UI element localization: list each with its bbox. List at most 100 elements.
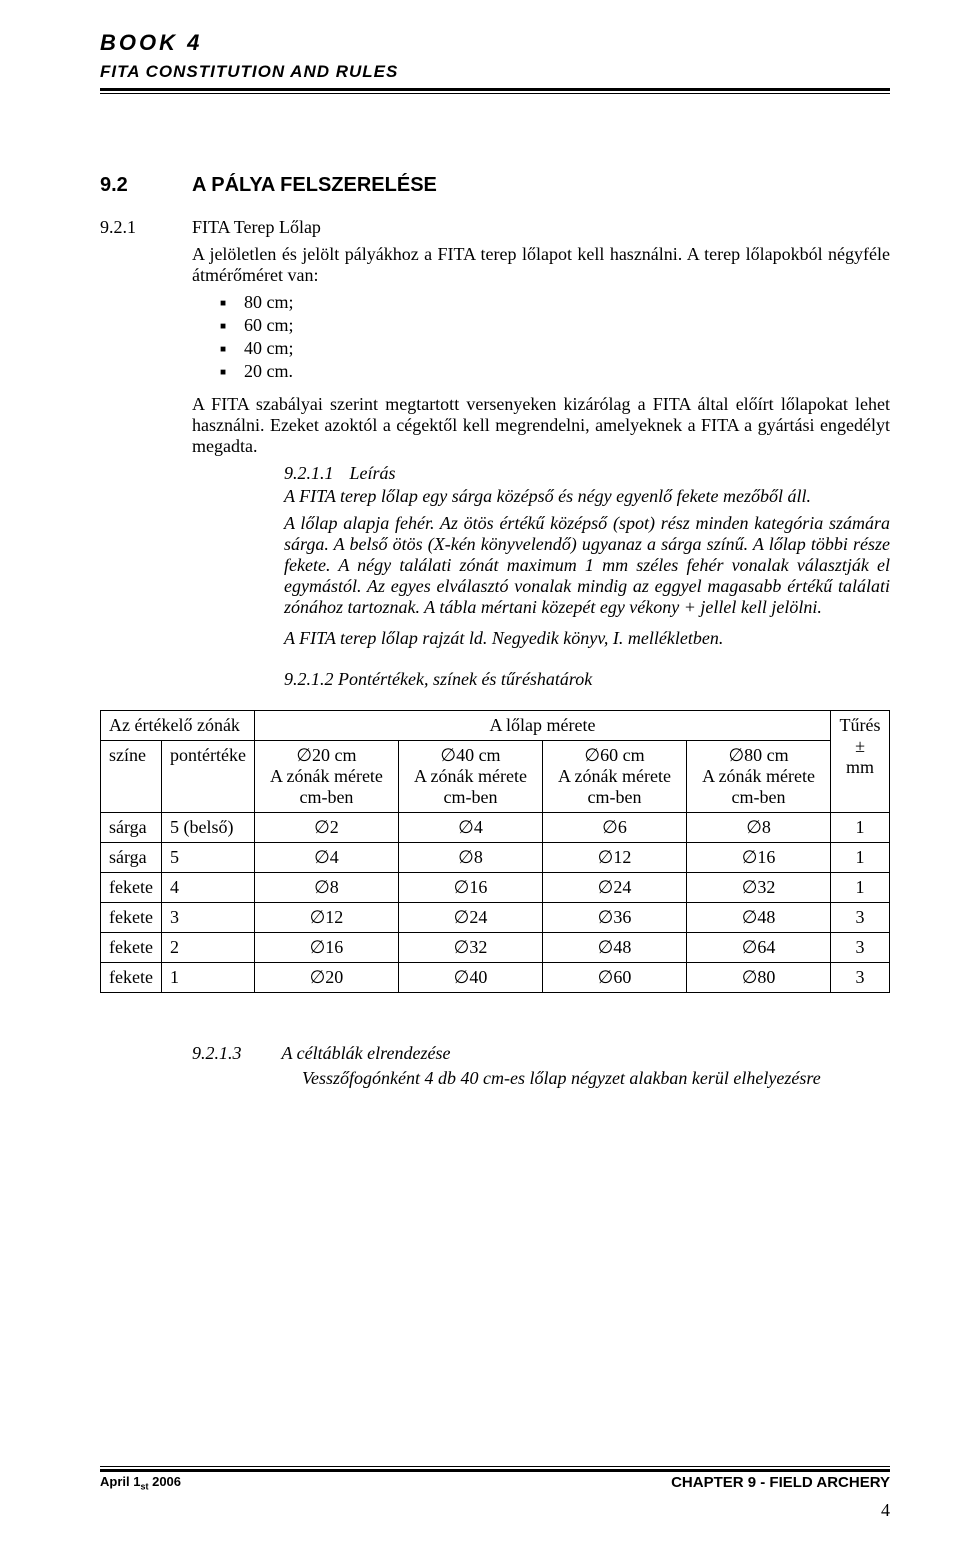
footer-row: April 1st 2006 CHAPTER 9 - FIELD ARCHERY — [100, 1474, 890, 1492]
page-header: BOOK 4 FITA CONSTITUTION AND RULES — [100, 30, 890, 94]
table-cell: ∅64 — [687, 933, 831, 963]
section-title: A PÁLYA FELSZERELÉSE — [192, 174, 437, 197]
paragraph: A lőlap alapja fehér. Az ötös értékű köz… — [284, 513, 890, 618]
footer-rule-thin — [100, 1466, 890, 1467]
header-subtitle: FITA CONSTITUTION AND RULES — [100, 62, 890, 82]
table-header-cell: pontértéke — [161, 741, 254, 813]
table-cell: ∅12 — [254, 903, 398, 933]
cell-text: ∅20 cm A zónák mérete cm-ben — [270, 745, 383, 807]
table-cell: ∅8 — [687, 813, 831, 843]
table-cell: ∅8 — [398, 843, 542, 873]
page-number: 4 — [100, 1500, 890, 1521]
table-cell: ∅6 — [543, 813, 687, 843]
table-cell: 5 (belső) — [161, 813, 254, 843]
table-cell: 3 — [831, 963, 890, 993]
list-item: 80 cm; — [192, 292, 890, 313]
table-cell: 3 — [831, 903, 890, 933]
table-cell: ∅16 — [254, 933, 398, 963]
table-cell: ∅4 — [254, 843, 398, 873]
header-rule-thin — [100, 93, 890, 94]
subsection-9213: 9.2.1.3 A céltáblák elrendezése Vesszőfo… — [192, 1043, 890, 1089]
footer-date: April 1st 2006 — [100, 1474, 181, 1492]
subsubsection-number: 9.2.1.3 — [192, 1043, 242, 1064]
table-cell: ∅16 — [398, 873, 542, 903]
footer-date-part: 2006 — [148, 1474, 181, 1489]
table-header-row: Az értékelő zónák A lőlap mérete Tűrés ±… — [101, 711, 890, 741]
table-header-cell: A lőlap mérete — [254, 711, 830, 741]
table-cell: ∅40 — [398, 963, 542, 993]
footer-date-part: April 1 — [100, 1474, 140, 1489]
table-cell: 5 — [161, 843, 254, 873]
header-rule-thick — [100, 88, 890, 91]
table-row: sárga5 (belső)∅2∅4∅6∅81 — [101, 813, 890, 843]
table-cell: fekete — [101, 873, 162, 903]
paragraph: A jelöletlen és jelölt pályákhoz a FITA … — [192, 244, 890, 286]
section-number: 9.2 — [100, 174, 160, 197]
table-cell: ∅4 — [398, 813, 542, 843]
paragraph: A FITA terep lőlap egy sárga középső és … — [284, 486, 890, 507]
table-cell: 1 — [161, 963, 254, 993]
content-area: 9.2 A PÁLYA FELSZERELÉSE 9.2.1 FITA Tere… — [100, 174, 890, 1089]
table-cell: ∅32 — [687, 873, 831, 903]
subsubsection-title: A céltáblák elrendezése — [282, 1043, 451, 1064]
table-cell: ∅12 — [543, 843, 687, 873]
table-row: sárga5∅4∅8∅12∅161 — [101, 843, 890, 873]
paragraph: A FITA terep lőlap rajzát ld. Negyedik k… — [284, 628, 890, 649]
subsection-body: FITA Terep Lőlap A jelöletlen és jelölt … — [192, 217, 890, 704]
table-cell: 3 — [161, 903, 254, 933]
table-cell: ∅20 — [254, 963, 398, 993]
subsection-number: 9.2.1 — [100, 217, 160, 704]
section-heading: 9.2 A PÁLYA FELSZERELÉSE — [100, 174, 890, 197]
table-cell: sárga — [101, 813, 162, 843]
subsection-9211: 9.2.1.1 Leírás A FITA terep lőlap egy sár… — [284, 463, 890, 649]
subsection-title: FITA Terep Lőlap — [192, 217, 890, 238]
table-cell: fekete — [101, 963, 162, 993]
table-cell: ∅48 — [543, 933, 687, 963]
table-cell: ∅36 — [543, 903, 687, 933]
table-header-cell: színe — [101, 741, 162, 813]
cell-text: ∅60 cm A zónák mérete cm-ben — [558, 745, 671, 807]
table-cell: 1 — [831, 813, 890, 843]
subsubsection-heading: 9.2.1.3 A céltáblák elrendezése — [192, 1043, 890, 1064]
table-row: fekete2∅16∅32∅48∅643 — [101, 933, 890, 963]
table-header-cell: Az értékelő zónák — [101, 711, 255, 741]
table-cell: ∅60 — [543, 963, 687, 993]
table-cell: ∅24 — [543, 873, 687, 903]
table-header-row: színe pontértéke ∅20 cm A zónák mérete c… — [101, 741, 890, 813]
table-header-cell: ∅80 cm A zónák mérete cm-ben — [687, 741, 831, 813]
table-header-cell: ∅20 cm A zónák mérete cm-ben — [254, 741, 398, 813]
table-cell: ∅2 — [254, 813, 398, 843]
zones-table: Az értékelő zónák A lőlap mérete Tűrés ±… — [100, 710, 890, 993]
table-cell: fekete — [101, 903, 162, 933]
subsubsection-title: Leírás — [350, 463, 396, 483]
page-footer: April 1st 2006 CHAPTER 9 - FIELD ARCHERY… — [100, 1464, 890, 1521]
table-cell: fekete — [101, 933, 162, 963]
document-page: BOOK 4 FITA CONSTITUTION AND RULES 9.2 A… — [0, 0, 960, 1551]
list-item: 60 cm; — [192, 315, 890, 336]
cell-text: ∅40 cm A zónák mérete cm-ben — [414, 745, 527, 807]
subsubsection-number: 9.2.1.1 — [284, 463, 334, 483]
table-cell: 3 — [831, 933, 890, 963]
paragraph: A FITA szabályai szerint megtartott vers… — [192, 394, 890, 457]
list-item: 20 cm. — [192, 361, 890, 382]
table-row: fekete3∅12∅24∅36∅483 — [101, 903, 890, 933]
list-item: 40 cm; — [192, 338, 890, 359]
table-cell: ∅48 — [687, 903, 831, 933]
table-cell: 4 — [161, 873, 254, 903]
bullet-list: 80 cm; 60 cm; 40 cm; 20 cm. — [192, 292, 890, 382]
footer-rule-thick — [100, 1469, 890, 1472]
paragraph: Vesszőfogónként 4 db 40 cm-es lőlap négy… — [302, 1068, 890, 1089]
subsubsection-heading: 9.2.1.1 Leírás — [284, 463, 890, 484]
cell-text: ∅80 cm A zónák mérete cm-ben — [702, 745, 815, 807]
table-cell: ∅80 — [687, 963, 831, 993]
cell-text: Tűrés ± mm — [840, 715, 881, 777]
table-row: fekete4∅8∅16∅24∅321 — [101, 873, 890, 903]
table-header-cell: Tűrés ± mm — [831, 711, 890, 813]
table-header-cell: ∅40 cm A zónák mérete cm-ben — [398, 741, 542, 813]
table-cell: ∅16 — [687, 843, 831, 873]
table-cell: 2 — [161, 933, 254, 963]
table-cell: 1 — [831, 873, 890, 903]
subsection-921: 9.2.1 FITA Terep Lőlap A jelöletlen és j… — [100, 217, 890, 704]
table-cell: sárga — [101, 843, 162, 873]
footer-chapter: CHAPTER 9 - FIELD ARCHERY — [671, 1474, 890, 1492]
